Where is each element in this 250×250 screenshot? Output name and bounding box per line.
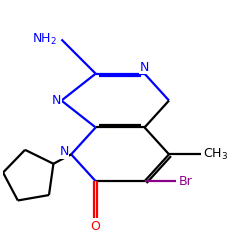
Text: NH$_2$: NH$_2$ — [32, 32, 56, 47]
Text: O: O — [91, 220, 101, 233]
Text: N: N — [52, 94, 62, 107]
Text: N: N — [140, 61, 149, 74]
Text: Br: Br — [179, 175, 192, 188]
Text: CH$_3$: CH$_3$ — [203, 147, 228, 162]
Text: N: N — [60, 146, 69, 158]
